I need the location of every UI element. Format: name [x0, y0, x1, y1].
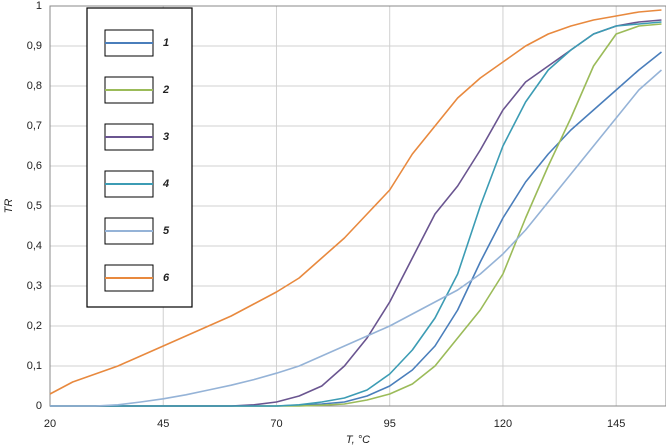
x-tick-label: 145	[607, 418, 625, 430]
x-tick-label: 120	[494, 418, 512, 430]
x-tick-label: 45	[157, 418, 169, 430]
legend-label: 1	[163, 37, 169, 49]
legend-box	[86, 7, 193, 308]
legend-label: 3	[163, 131, 169, 143]
y-tick-label: 0,4	[27, 240, 42, 252]
plot-border	[49, 5, 666, 407]
y-tick-label: 0	[36, 400, 42, 412]
x-tick-label: 95	[384, 418, 396, 430]
x-tick-label: 20	[44, 418, 56, 430]
x-tick-label: 70	[270, 418, 282, 430]
y-tick-label: 0,5	[27, 200, 42, 212]
y-tick-label: 0,1	[27, 360, 42, 372]
series-line	[50, 69, 662, 407]
y-tick-label: 0,6	[27, 160, 42, 172]
series-line	[49, 9, 662, 395]
series-line	[50, 21, 662, 407]
legend-label: 6	[163, 272, 170, 284]
y-axis-title: TR	[3, 199, 15, 214]
legend-label: 5	[163, 225, 170, 237]
x-axis-title: T, °C	[346, 434, 370, 446]
y-tick-label: 1	[36, 0, 42, 12]
y-tick-label: 0,3	[27, 280, 42, 292]
legend-label: 4	[162, 178, 169, 190]
y-tick-label: 0,8	[27, 80, 42, 92]
y-tick-label: 0,9	[27, 40, 42, 52]
y-tick-label: 0,2	[27, 320, 42, 332]
legend-label: 2	[162, 84, 169, 96]
y-tick-label: 0,7	[27, 120, 42, 132]
